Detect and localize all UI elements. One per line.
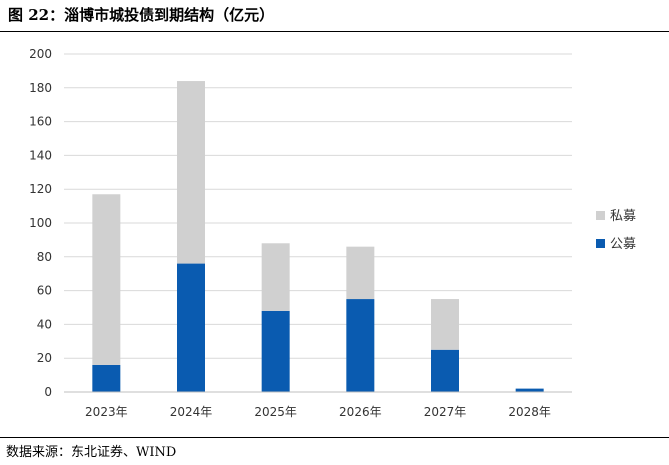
bar-segment xyxy=(92,194,121,365)
y-tick-label: 60 xyxy=(37,284,52,298)
y-tick-label: 120 xyxy=(29,182,52,196)
y-tick-label: 140 xyxy=(29,148,52,162)
x-tick-label: 2026年 xyxy=(339,405,382,419)
bar-segment xyxy=(261,243,290,311)
y-tick-label: 0 xyxy=(44,385,52,399)
y-axis: 0 20 40 60 80 100 120 140 160 180 200 xyxy=(29,47,572,399)
bar-segment xyxy=(92,364,121,392)
y-tick-label: 40 xyxy=(37,317,52,331)
y-tick-label: 200 xyxy=(29,47,52,61)
title-rule xyxy=(0,31,669,32)
bar-segment xyxy=(177,263,205,392)
legend-swatch xyxy=(596,211,605,220)
x-tick-label: 2023年 xyxy=(85,405,128,419)
bar-segment xyxy=(177,81,205,264)
x-tick-label: 2024年 xyxy=(170,405,213,419)
x-tick-label: 2028年 xyxy=(508,405,551,419)
y-tick-label: 80 xyxy=(37,250,52,264)
y-tick-label: 160 xyxy=(29,115,52,129)
gridlines xyxy=(64,53,572,359)
legend-label: 私募 xyxy=(610,209,636,224)
x-tick-label: 2025年 xyxy=(254,405,297,419)
source-rule xyxy=(0,437,669,438)
x-tick-label: 2027年 xyxy=(424,405,467,419)
bar-segment xyxy=(431,349,459,392)
bar-segment xyxy=(346,246,375,300)
legend-label: 公募 xyxy=(610,237,636,252)
bars xyxy=(92,81,544,392)
y-tick-label: 180 xyxy=(29,81,52,95)
bar-segment xyxy=(261,310,290,392)
bar-segment xyxy=(431,299,459,350)
source-note: 数据来源：东北证券、WIND xyxy=(6,445,177,460)
x-axis: 2023年 2024年 2025年 2026年 2027年 2028年 xyxy=(85,405,551,419)
bar-segment xyxy=(346,299,375,392)
legend-swatch xyxy=(596,239,605,248)
y-tick-label: 20 xyxy=(37,351,52,365)
chart-title: 图 22：淄博市城投债到期结构（亿元） xyxy=(8,6,275,24)
bar-segment xyxy=(515,388,544,392)
y-tick-label: 100 xyxy=(29,216,52,230)
